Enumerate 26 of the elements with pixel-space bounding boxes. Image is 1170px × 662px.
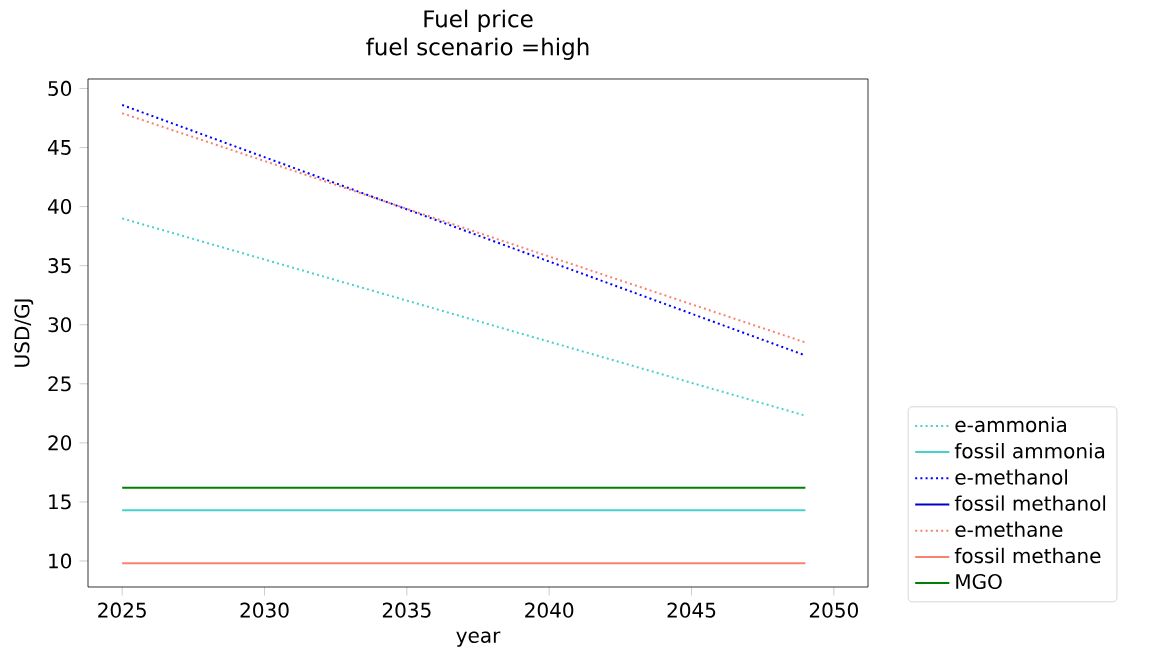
- x-tick-label: 2035: [382, 602, 431, 618]
- y-tick-label: 35: [48, 258, 71, 274]
- x-tick-label: 2030: [240, 602, 289, 618]
- legend-label: fossil methane: [954, 547, 1101, 564]
- y-tick-label: 50: [48, 80, 72, 97]
- y-axis-title: USD/GJ: [14, 299, 34, 367]
- x-axis-title: year: [456, 631, 501, 647]
- x-tick-label: 2040: [525, 602, 574, 618]
- x-tick-label: 2045: [667, 602, 716, 618]
- y-tick-label: 10: [49, 553, 72, 569]
- y-tick-label: 15: [49, 494, 71, 510]
- y-tick-label: 30: [48, 317, 72, 333]
- legend-label: e-methane: [955, 521, 1063, 538]
- y-tick-label: 25: [48, 376, 71, 392]
- y-tick-label: 20: [48, 435, 72, 451]
- x-tick-label: 2050: [809, 602, 858, 618]
- legend-label: MGO: [956, 573, 1002, 590]
- y-tick-label: 40: [47, 199, 72, 215]
- x-tick-label: 2025: [98, 602, 146, 618]
- y-tick-label: 45: [47, 140, 71, 155]
- chart-title: Fuel price: [424, 9, 533, 32]
- legend-label: fossil ammonia: [954, 442, 1105, 459]
- legend-label: e-ammonia: [955, 416, 1066, 433]
- chart-subtitle: fuel scenario =high: [366, 37, 589, 60]
- legend-label: e-methanol: [955, 469, 1067, 485]
- legend-label: fossil methanol: [954, 495, 1106, 511]
